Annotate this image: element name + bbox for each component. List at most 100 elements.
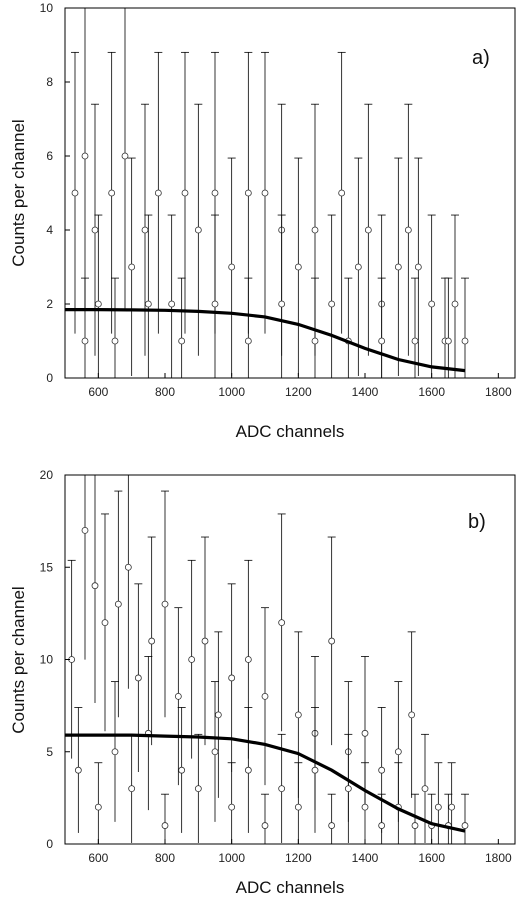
data-point bbox=[244, 189, 252, 197]
data-point bbox=[278, 619, 286, 626]
data-point bbox=[361, 729, 369, 737]
data-point bbox=[228, 674, 236, 682]
data-point bbox=[448, 803, 456, 811]
data-point bbox=[144, 300, 152, 308]
x-tick-label-a: 800 bbox=[155, 385, 175, 399]
data-point bbox=[211, 748, 219, 756]
data-point bbox=[311, 766, 319, 774]
data-point bbox=[188, 656, 196, 663]
y-tick-label-a: 2 bbox=[46, 297, 53, 311]
y-axis-label-b: Counts per channel bbox=[9, 586, 28, 733]
data-point bbox=[74, 766, 82, 774]
data-point bbox=[294, 711, 302, 719]
data-point bbox=[328, 637, 336, 645]
data-point bbox=[461, 822, 469, 829]
data-point bbox=[394, 748, 402, 756]
data-point bbox=[201, 637, 209, 645]
data-point bbox=[141, 226, 149, 234]
panel-label-a: a) bbox=[472, 47, 490, 69]
data-point bbox=[311, 226, 319, 234]
x-tick-label-b: 1200 bbox=[285, 851, 312, 865]
panel-b: 600 800 1000 1200 1400 1600 1800 0 5 10 15 20 b) AD… bbox=[9, 468, 516, 897]
data-point bbox=[378, 822, 386, 829]
data-point bbox=[451, 300, 459, 308]
data-point bbox=[378, 337, 386, 345]
data-point bbox=[228, 263, 236, 271]
data-point bbox=[311, 337, 319, 345]
axis-ticks-a: 600 800 1000 1200 1400 1600 1800 0 2 4 6 8 10 bbox=[40, 1, 512, 399]
x-tick-label-a: 1200 bbox=[285, 385, 312, 399]
data-point bbox=[154, 189, 162, 197]
data-point bbox=[108, 189, 116, 197]
data-point bbox=[178, 337, 186, 345]
y-axis-label-a: Counts per channel bbox=[9, 119, 28, 266]
data-point bbox=[328, 822, 336, 829]
x-axis-label-b: ADC channels bbox=[236, 878, 345, 897]
data-point bbox=[428, 300, 436, 308]
data-point bbox=[411, 337, 419, 345]
data-point bbox=[174, 693, 182, 700]
x-tick-label-a: 1800 bbox=[485, 385, 512, 399]
data-point bbox=[344, 785, 352, 793]
data-point bbox=[114, 600, 122, 608]
data-point bbox=[294, 263, 302, 271]
y-tick-label-a: 0 bbox=[46, 371, 53, 385]
data-point bbox=[278, 300, 286, 308]
data-point bbox=[394, 263, 402, 271]
x-tick-label-b: 1800 bbox=[485, 851, 512, 865]
data-point bbox=[168, 300, 176, 308]
y-tick-label-a: 6 bbox=[46, 149, 53, 163]
data-point bbox=[378, 766, 386, 774]
data-point bbox=[91, 582, 99, 590]
data-point bbox=[444, 337, 452, 345]
data-point bbox=[411, 822, 419, 829]
data-point bbox=[121, 152, 129, 160]
data-point bbox=[211, 300, 219, 308]
panel-a: 600 800 1000 1200 1400 1600 1800 0 2 4 6 8 10 a) ADC… bbox=[9, 1, 516, 441]
data-point bbox=[261, 822, 269, 829]
x-axis-label-a: ADC channels bbox=[236, 422, 345, 441]
plot-area-a bbox=[64, 7, 516, 379]
y-tick-label-b: 5 bbox=[46, 745, 53, 759]
data-point bbox=[94, 300, 102, 308]
data-point bbox=[434, 803, 442, 811]
data-point bbox=[148, 637, 156, 645]
axis-ticks-b: 600 800 1000 1200 1400 1600 1800 0 5 10 15 20 bbox=[40, 468, 512, 865]
data-point bbox=[421, 785, 429, 793]
x-tick-label-a: 1400 bbox=[352, 385, 379, 399]
data-point bbox=[81, 526, 89, 534]
data-point bbox=[244, 337, 252, 345]
data-point bbox=[194, 785, 202, 793]
data-point bbox=[408, 711, 416, 719]
data-point bbox=[124, 563, 132, 571]
y-tick-label-a: 10 bbox=[40, 1, 54, 15]
y-tick-label-b: 10 bbox=[40, 653, 54, 667]
data-point bbox=[91, 226, 99, 234]
data-point bbox=[404, 226, 412, 234]
data-point bbox=[134, 674, 142, 682]
data-point bbox=[81, 152, 89, 160]
x-tick-label-a: 1600 bbox=[418, 385, 445, 399]
data-point bbox=[128, 263, 136, 271]
y-tick-label-b: 0 bbox=[46, 837, 53, 851]
data-point bbox=[161, 600, 169, 608]
fit-curve-a bbox=[65, 308, 466, 373]
fit-curve-b bbox=[65, 733, 466, 833]
data-point bbox=[361, 803, 369, 811]
data-point bbox=[244, 656, 252, 663]
x-tick-label-b: 1000 bbox=[218, 851, 245, 865]
data-point bbox=[414, 263, 422, 271]
data-point bbox=[294, 803, 302, 811]
data-point bbox=[194, 226, 202, 234]
y-tick-label-a: 8 bbox=[46, 75, 53, 89]
data-point bbox=[101, 619, 109, 626]
x-tick-label-b: 1600 bbox=[418, 851, 445, 865]
x-tick-label-b: 1400 bbox=[352, 851, 379, 865]
data-point bbox=[244, 766, 252, 774]
data-marks-a bbox=[65, 7, 469, 378]
x-tick-label-b: 800 bbox=[155, 851, 175, 865]
x-tick-label-a: 1000 bbox=[218, 385, 245, 399]
data-point bbox=[461, 337, 469, 345]
x-tick-label-b: 600 bbox=[88, 851, 108, 865]
